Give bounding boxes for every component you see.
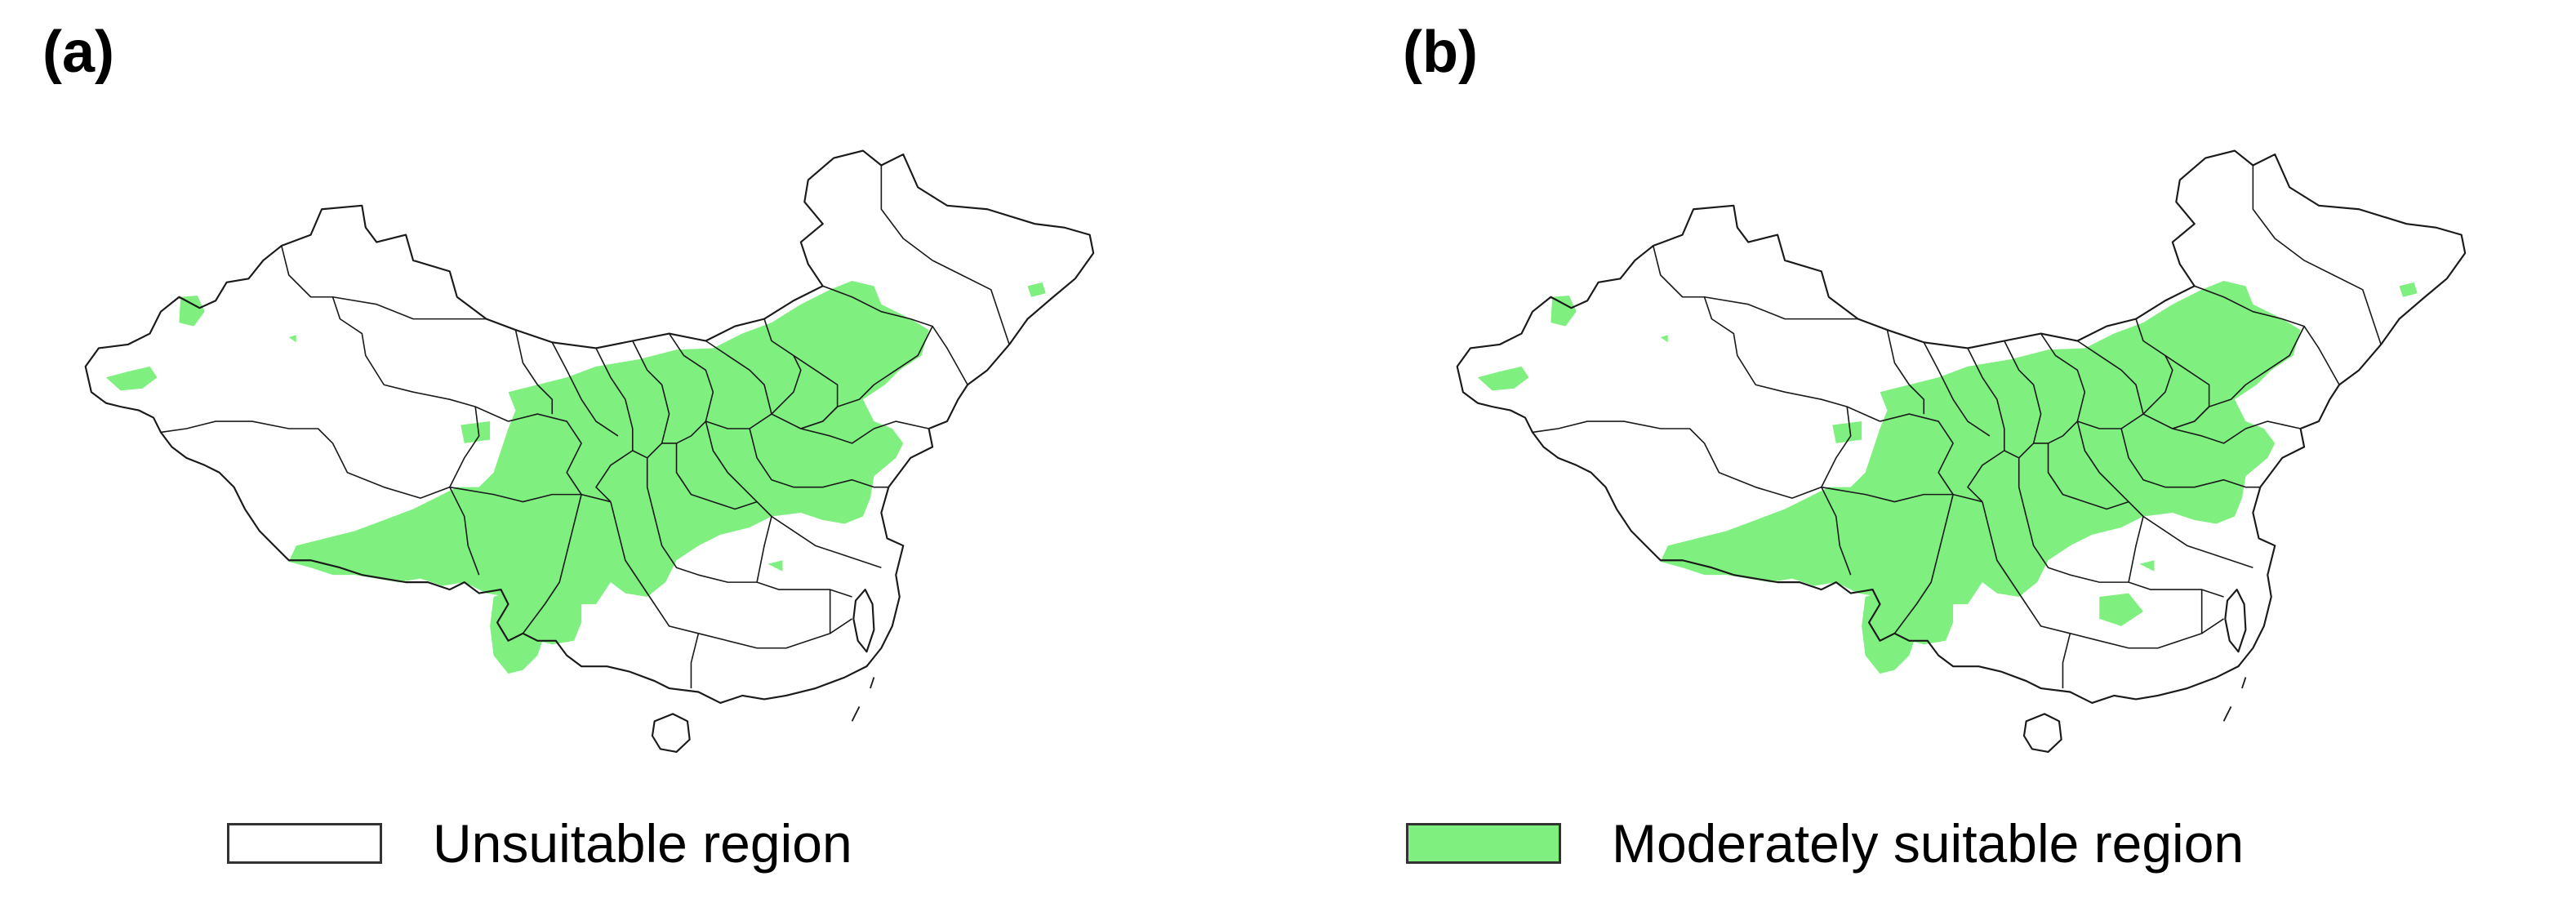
suitable-region-a [105, 281, 1046, 674]
panel-label-a: (a) [42, 20, 114, 85]
map-panel-b [1456, 149, 2467, 754]
panel-label-b: (b) [1403, 20, 1478, 85]
map-panel-a [84, 149, 1095, 754]
legend-label-unsuitable: Unsuitable region [433, 813, 852, 874]
south-china-sea-marks-b [2222, 677, 2247, 722]
legend-label-moderate: Moderately suitable region [1612, 813, 2245, 874]
south-china-sea-marks-a [851, 677, 875, 722]
legend-swatch-moderate [1406, 823, 1561, 864]
legend-unsuitable: Unsuitable region [227, 807, 852, 880]
legend-swatch-unsuitable [227, 823, 382, 864]
legend-moderate: Moderately suitable region [1406, 807, 2244, 880]
suitable-region-b [1477, 281, 2418, 674]
